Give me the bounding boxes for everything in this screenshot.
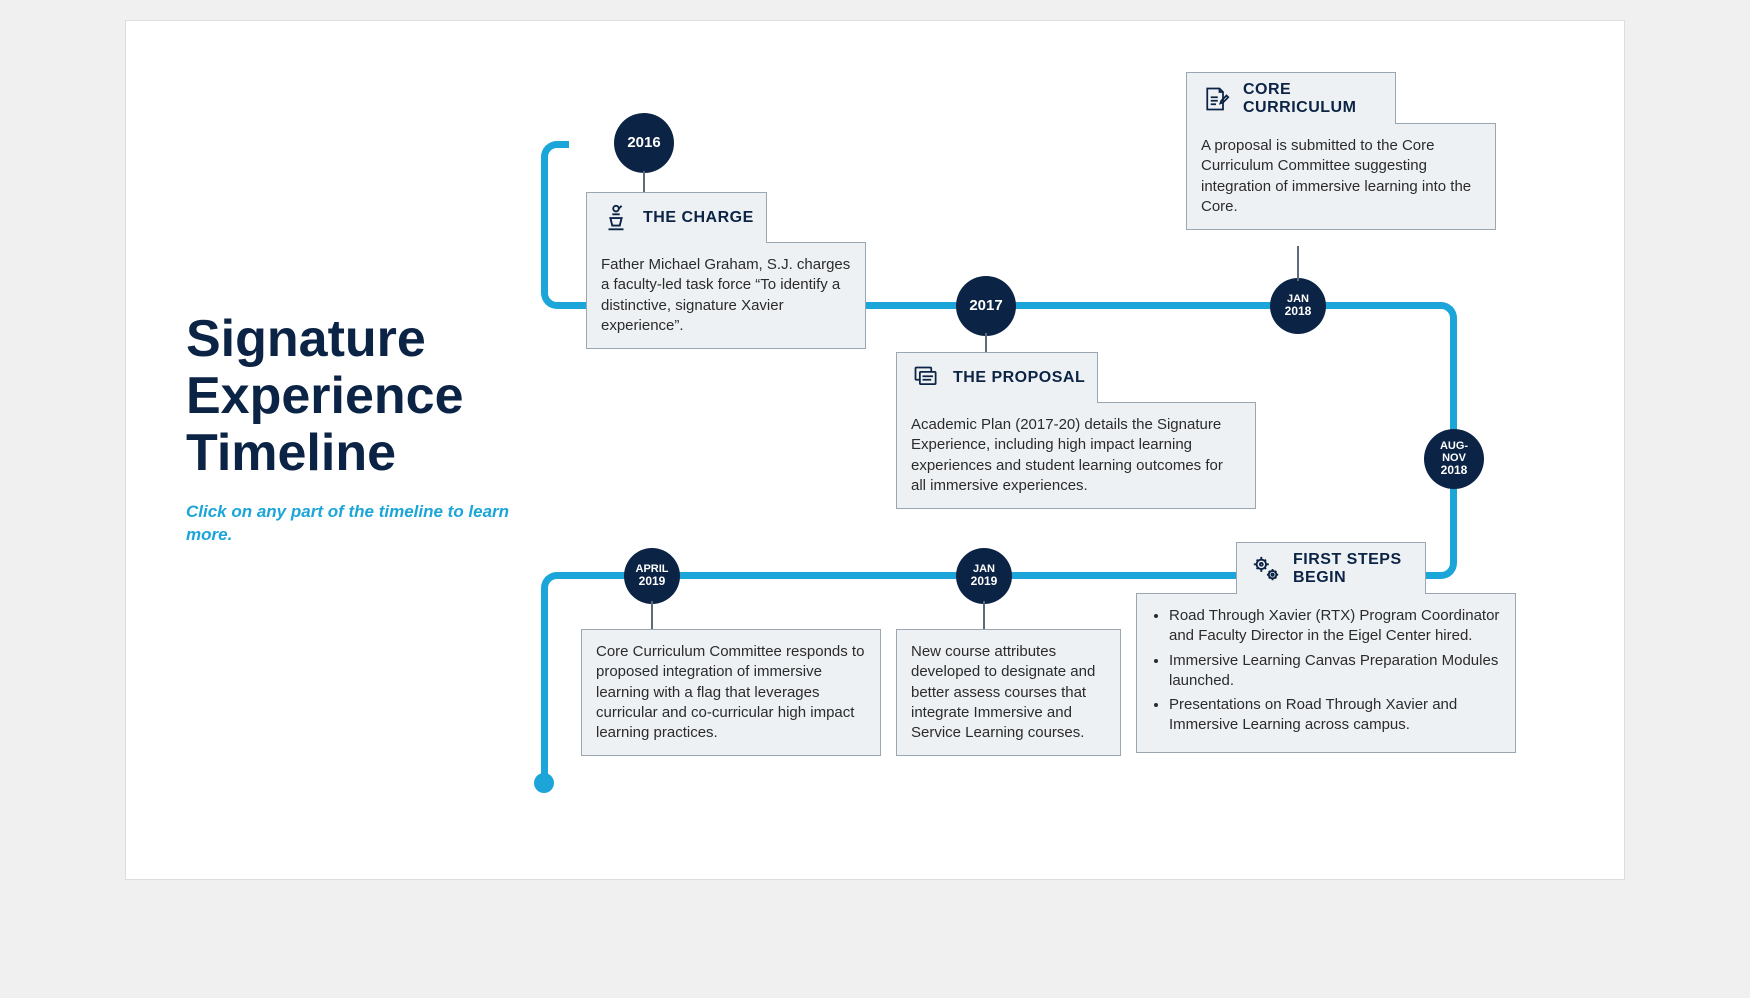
badge-jan-2018[interactable]: JAN 2018 (1270, 278, 1326, 334)
card-body: Father Michael Graham, S.J. charges a fa… (586, 242, 866, 349)
card-header: THE CHARGE (586, 192, 767, 243)
badge-aug-nov-2018[interactable]: AUG- NOV 2018 (1424, 429, 1484, 489)
card-header: THE PROPOSAL (896, 352, 1098, 403)
card-body: A proposal is submitted to the Core Curr… (1186, 123, 1496, 230)
card-the-proposal[interactable]: THE PROPOSAL Academic Plan (2017-20) det… (896, 351, 1256, 509)
list-item: Immersive Learning Canvas Preparation Mo… (1169, 651, 1501, 692)
podium-icon (599, 201, 633, 235)
timeline-infographic: Signature Experience Timeline Click on a… (125, 20, 1625, 880)
badge-jan-2019[interactable]: JAN 2019 (956, 548, 1012, 604)
list-item: Road Through Xavier (RTX) Program Coordi… (1169, 606, 1501, 647)
card-body: Road Through Xavier (RTX) Program Coordi… (1136, 593, 1516, 753)
card-april-2019[interactable]: Core Curriculum Committee responds to pr… (581, 629, 881, 756)
card-core-curriculum[interactable]: CORE CURRICULUM A proposal is submitted … (1186, 71, 1496, 230)
chat-icon (909, 361, 943, 395)
badge-2016[interactable]: 2016 (614, 113, 674, 173)
card-jan-2019[interactable]: New course attributes developed to desig… (896, 629, 1121, 756)
card-header: FIRST STEPS BEGIN (1236, 542, 1426, 594)
page-subtitle: Click on any part of the timeline to lea… (186, 501, 536, 547)
document-edit-icon (1199, 82, 1233, 116)
gears-icon (1249, 552, 1283, 586)
title-block: Signature Experience Timeline Click on a… (186, 311, 536, 546)
card-header: CORE CURRICULUM (1186, 72, 1396, 124)
card-body: Academic Plan (2017-20) details the Sign… (896, 402, 1256, 509)
first-steps-list: Road Through Xavier (RTX) Program Coordi… (1151, 606, 1501, 736)
path-endpoint (534, 773, 554, 793)
badge-2017[interactable]: 2017 (956, 276, 1016, 336)
list-item: Presentations on Road Through Xavier and… (1169, 695, 1501, 736)
page-title: Signature Experience Timeline (186, 311, 536, 483)
card-the-charge[interactable]: THE CHARGE Father Michael Graham, S.J. c… (586, 191, 866, 349)
card-body: Core Curriculum Committee responds to pr… (582, 630, 880, 755)
card-first-steps[interactable]: FIRST STEPS BEGIN Road Through Xavier (R… (1136, 541, 1516, 753)
badge-april-2019[interactable]: APRIL 2019 (624, 548, 680, 604)
card-body: New course attributes developed to desig… (897, 630, 1120, 755)
